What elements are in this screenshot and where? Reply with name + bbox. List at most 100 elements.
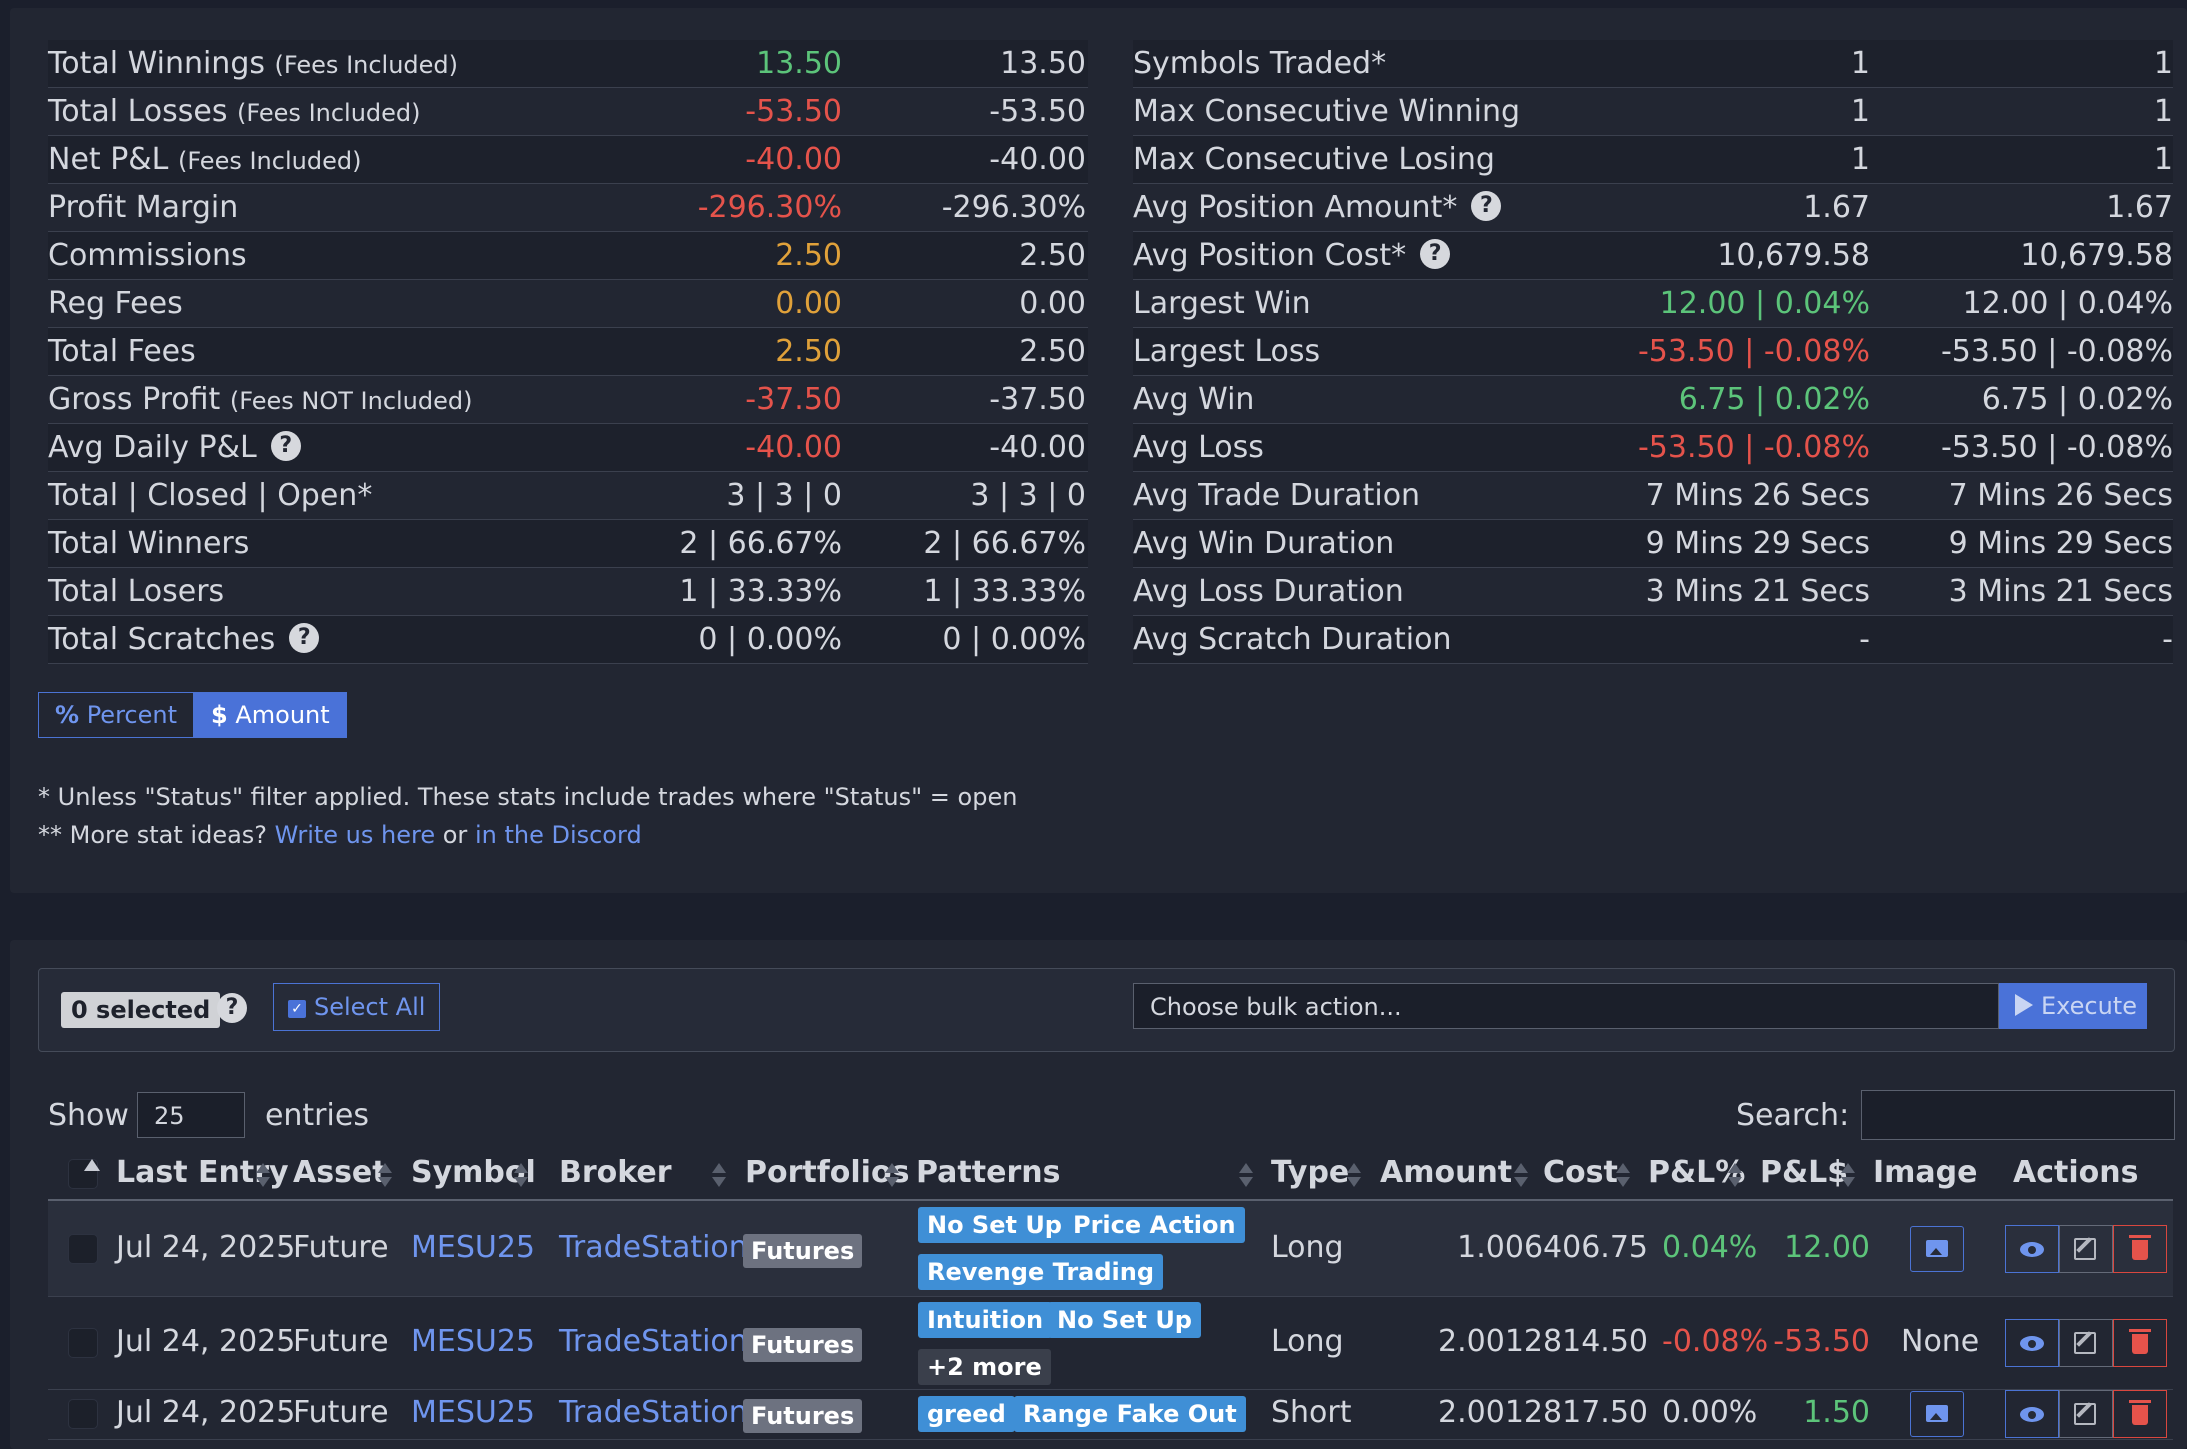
portfolio-badge: Futures	[743, 1233, 863, 1268]
delete-trade-button[interactable]	[2113, 1390, 2167, 1438]
row-symbol[interactable]: MESU25	[411, 1229, 536, 1265]
stat-value-filtered: 10,679.58	[1717, 238, 1870, 273]
table-row: Jul 24, 2025 Future MESU25 TradeStation Futu…	[48, 1389, 2173, 1440]
column-header[interactable]: P&L$	[1760, 1155, 1849, 1190]
stat-label: Avg Scratch Duration	[1133, 622, 1451, 657]
pattern-tag: No Set Up	[918, 1207, 1071, 1243]
help-icon[interactable]: ?	[270, 430, 301, 461]
column-header[interactable]: Broker	[559, 1155, 672, 1190]
stats-table-right: Symbols Traded* 1 1 Max Consecutive Winning…	[1133, 40, 2173, 664]
help-icon[interactable]: ?	[289, 622, 320, 653]
stat-row: Net P&L (Fees Included) -40.00 -40.00	[48, 136, 1088, 184]
help-icon[interactable]: ?	[217, 993, 247, 1023]
row-asset: Future	[293, 1395, 389, 1430]
view-trade-button[interactable]	[2005, 1390, 2059, 1438]
bulk-action-bar: 0 selected ? ✓ Select All Choose bulk act…	[38, 968, 2175, 1052]
stat-value-filtered: -53.50	[745, 94, 842, 129]
image-icon	[1926, 1239, 1948, 1257]
trades-table-header: Last Entry Asset Symbol Broker Portfolios Pat…	[48, 1155, 2173, 1201]
row-date: Jul 24, 2025	[116, 1323, 296, 1359]
search-input[interactable]	[1861, 1090, 2176, 1140]
stat-value-all: 13.50	[1000, 46, 1086, 81]
stat-value-filtered: -37.50	[745, 382, 842, 417]
row-checkbox[interactable]	[68, 1327, 98, 1358]
stat-label-note: (Fees NOT Included)	[229, 387, 473, 415]
column-header[interactable]: Cost	[1543, 1155, 1618, 1190]
row-image-none: None	[1901, 1323, 1980, 1359]
stat-value-filtered: -296.30%	[697, 190, 842, 225]
stat-value-filtered: 1	[1850, 142, 1870, 177]
stat-label-note: (Fees Included)	[237, 99, 421, 127]
stat-value-all: -40.00	[989, 142, 1086, 177]
view-trade-button[interactable]	[2005, 1224, 2059, 1273]
column-header[interactable]: Image	[1873, 1155, 1978, 1190]
stat-value-filtered: 7 Mins 26 Secs	[1645, 478, 1870, 513]
stat-label: Avg Loss	[1133, 430, 1264, 465]
delete-trade-button[interactable]	[2113, 1224, 2167, 1273]
table-search: Search:	[1736, 1090, 2176, 1140]
row-broker[interactable]: TradeStation	[559, 1323, 748, 1359]
select-all-button[interactable]: ✓ Select All	[273, 983, 441, 1031]
row-pnl-amount: 1.50	[1803, 1395, 1870, 1430]
column-header[interactable]: Actions	[2013, 1155, 2139, 1190]
percent-toggle-button[interactable]: % Percent	[38, 692, 194, 738]
column-header[interactable]: Portfolios	[745, 1155, 910, 1190]
execute-button[interactable]: Execute	[1999, 983, 2147, 1029]
stat-value-all: 0.00	[1019, 286, 1086, 321]
stat-value-filtered: 12.00 | 0.04%	[1659, 286, 1870, 321]
edit-trade-button[interactable]	[2059, 1224, 2113, 1273]
amount-toggle-button[interactable]: $ Amount	[194, 692, 347, 738]
column-header[interactable]: Patterns	[916, 1155, 1061, 1190]
row-checkbox[interactable]	[68, 1399, 98, 1429]
portfolio-badge: Futures	[743, 1399, 863, 1433]
view-image-button[interactable]	[1910, 1225, 1964, 1272]
eye-icon	[2020, 1335, 2044, 1351]
stat-label-text: Max Consecutive Losing	[1133, 142, 1495, 177]
column-header[interactable]: Amount	[1380, 1155, 1513, 1190]
entries-length-control: Show 25 entries	[48, 1092, 369, 1138]
row-broker[interactable]: TradeStation	[559, 1395, 748, 1430]
stat-value-all: 3 Mins 21 Secs	[1948, 574, 2173, 609]
stat-value-all: 3 | 3 | 0	[970, 478, 1086, 513]
stat-row: Largest Win 12.00 | 0.04% 12.00 | 0.04%	[1133, 280, 2173, 328]
discord-link[interactable]: in the Discord	[474, 821, 642, 849]
stat-label-text: Profit Margin	[48, 190, 239, 225]
bulk-action-select[interactable]: Choose bulk action...	[1133, 983, 1999, 1029]
pattern-tag: Price Action	[1064, 1207, 1245, 1243]
stat-value-all: 10,679.58	[2020, 238, 2173, 273]
stat-value-all: -37.50	[989, 382, 1086, 417]
help-icon[interactable]: ?	[1471, 190, 1502, 221]
row-pnl-amount: 12.00	[1784, 1229, 1870, 1265]
stat-label-text: Net P&L	[48, 142, 169, 177]
stat-label: Profit Margin	[48, 190, 238, 225]
dollar-icon: $	[211, 701, 228, 729]
pattern-tag[interactable]: +2 more	[918, 1349, 1051, 1385]
help-icon[interactable]: ?	[1420, 238, 1451, 269]
row-broker[interactable]: TradeStation	[559, 1229, 748, 1265]
delete-trade-button[interactable]	[2113, 1318, 2167, 1367]
sort-asc-icon	[84, 1159, 100, 1171]
stat-label: Reg Fees	[48, 286, 183, 321]
stat-label-text: Avg Loss Duration	[1133, 574, 1404, 609]
stat-value-all: 0 | 0.00%	[942, 622, 1086, 657]
stat-row: Total | Closed | Open* 3 | 3 | 0 3 | 3 | 0	[48, 472, 1088, 520]
edit-trade-button[interactable]	[2059, 1390, 2113, 1438]
row-type: Short	[1271, 1395, 1352, 1430]
row-symbol[interactable]: MESU25	[411, 1395, 536, 1430]
stat-value-filtered: 1.67	[1803, 190, 1870, 225]
column-header[interactable]: Asset	[293, 1155, 387, 1190]
write-us-link[interactable]: Write us here	[274, 821, 436, 849]
edit-icon	[2074, 1403, 2096, 1425]
column-header[interactable]: Type	[1271, 1155, 1350, 1190]
row-symbol[interactable]: MESU25	[411, 1323, 536, 1359]
row-checkbox[interactable]	[68, 1233, 98, 1264]
edit-icon	[2074, 1331, 2096, 1354]
row-asset: Future	[293, 1229, 389, 1265]
edit-trade-button[interactable]	[2059, 1318, 2113, 1367]
view-trade-button[interactable]	[2005, 1318, 2059, 1367]
stat-label: Max Consecutive Losing	[1133, 142, 1495, 177]
view-image-button[interactable]	[1910, 1391, 1964, 1437]
eye-icon	[2020, 1407, 2044, 1422]
entries-length-input[interactable]: 25	[136, 1092, 245, 1138]
stat-value-all: 9 Mins 29 Secs	[1948, 526, 2173, 561]
